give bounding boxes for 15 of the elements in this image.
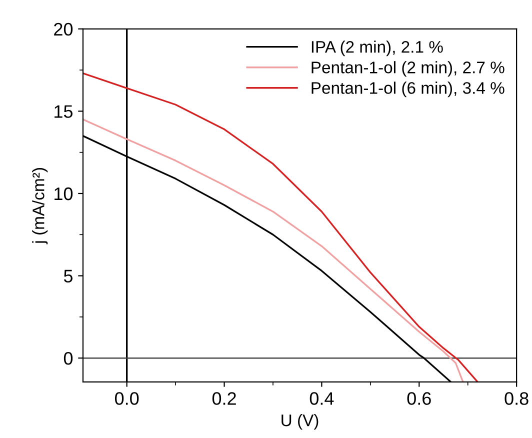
x-tick-label: 0.4 [310,392,334,405]
x-tick-label: 0.0 [114,392,139,405]
y-axis-title: j (mA/cm²) [32,168,48,244]
y-tick-label: 5 [64,270,73,282]
x-tick-label: 0.6 [407,392,431,405]
x-tick-label: 0.2 [212,392,236,405]
y-tick-label: 20 [54,22,73,36]
x-axis-title: U (V) [282,414,318,430]
y-tick-label: 0 [64,352,73,365]
legend-label: Pentan-1-ol (6 min), 3.4 % [312,82,504,98]
legend-label: IPA (2 min), 2.1 % [312,40,443,56]
legend-label: Pentan-1-ol (2 min), 2.7 % [312,61,504,77]
x-tick-label: 0.8 [504,392,528,405]
y-tick-label: 15 [54,105,73,118]
y-tick-label: 10 [54,187,73,200]
